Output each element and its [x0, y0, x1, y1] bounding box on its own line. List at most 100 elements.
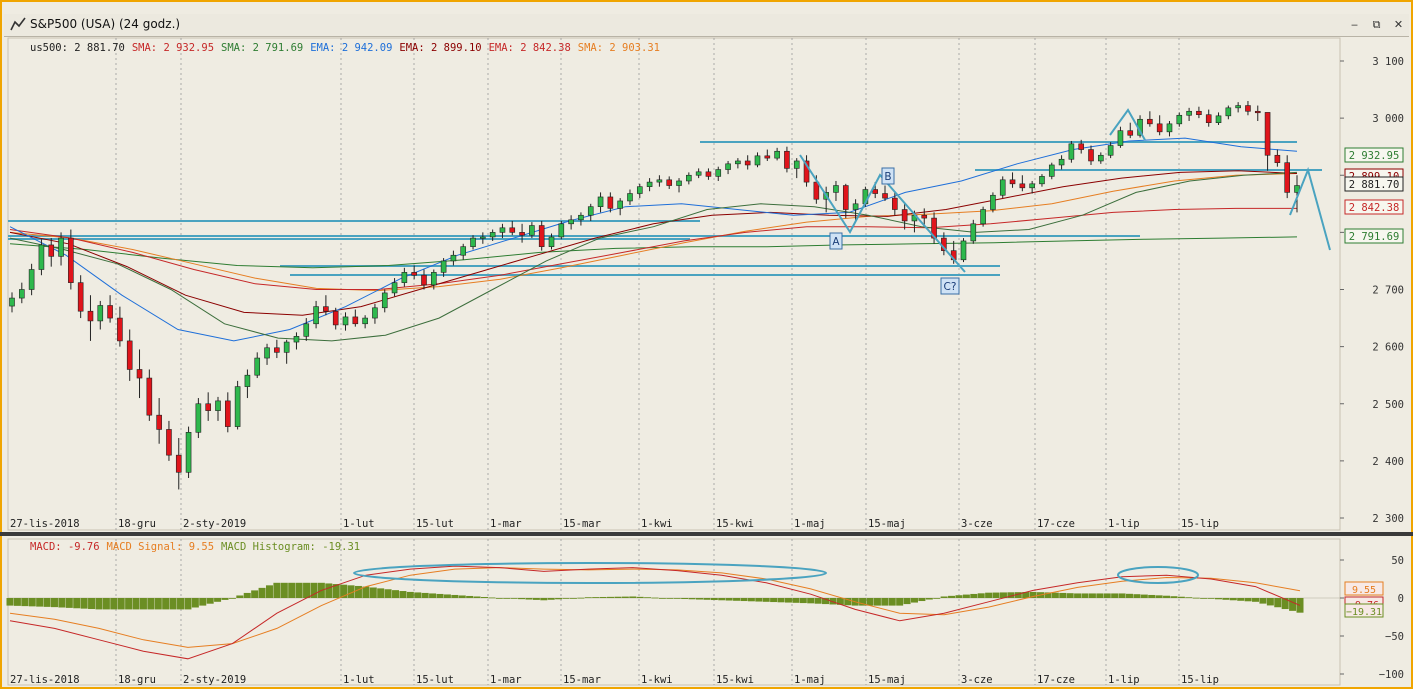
macd-histogram-bar	[1014, 592, 1022, 598]
candle-bearish	[1088, 149, 1094, 162]
sma-line	[9, 173, 1298, 292]
candle-bearish	[1245, 105, 1251, 112]
candle-bullish	[1048, 164, 1055, 177]
macd-x-tick-label: 1-maj	[794, 674, 826, 686]
main-chart-legend: us500: 2 881.70 SMA: 2 932.95 SMA: 2 791.6…	[30, 42, 667, 54]
candle-bullish	[980, 209, 986, 225]
candle-bullish	[244, 374, 251, 387]
macd-histogram-bar	[1281, 598, 1289, 610]
close-button[interactable]: ✕	[1393, 18, 1404, 31]
candle-bullish	[391, 282, 398, 294]
macd-histogram-bar	[169, 598, 177, 610]
macd-legend-item[interactable]: MACD: -9.76	[30, 541, 100, 553]
main-legend-label: SMA:	[577, 42, 610, 54]
candle-bearish	[1196, 110, 1202, 115]
macd-histogram-bar	[1051, 592, 1059, 598]
main-legend-value: 2 881.70	[74, 42, 125, 54]
macd-histogram-bar	[503, 598, 511, 599]
sma-50-line	[9, 171, 1298, 342]
macd-histogram-bar	[1289, 598, 1297, 611]
price-tag: 2 932.95	[1349, 150, 1400, 162]
macd-histogram-bar	[377, 588, 385, 598]
macd-histogram-bar	[399, 591, 407, 598]
main-legend-item[interactable]: SMA: 2 791.69	[221, 42, 303, 54]
macd-legend-item[interactable]: MACD Signal: 9.55	[107, 541, 214, 553]
macd-value-tag: 9.55	[1352, 585, 1376, 596]
candle-bullish	[234, 386, 241, 427]
main-legend-item[interactable]: us500: 2 881.70	[30, 42, 125, 54]
candle-bullish	[627, 193, 633, 202]
macd-histogram-bar	[999, 592, 1007, 598]
candle-bullish	[852, 203, 859, 210]
candle-bearish	[1127, 130, 1134, 136]
macd-histogram-bar	[288, 582, 296, 598]
macd-histogram-bar	[792, 598, 800, 603]
candle-bearish	[421, 274, 427, 286]
main-legend-item[interactable]: EMA: 2 899.10	[399, 42, 481, 54]
macd-histogram-bar	[584, 597, 592, 599]
macd-legend-item[interactable]: MACD Histogram: -19.31	[221, 541, 360, 553]
candle-bullish	[646, 181, 653, 187]
macd-histogram-bar	[354, 585, 362, 598]
candle-bullish	[999, 179, 1006, 196]
macd-histogram-bar	[65, 598, 73, 608]
candle-bearish	[1009, 179, 1016, 185]
main-legend-item[interactable]: SMA: 2 903.31	[578, 42, 660, 54]
candle-bullish	[1186, 110, 1192, 116]
main-legend-label: us500:	[30, 42, 75, 54]
macd-histogram-bar	[859, 598, 867, 606]
macd-histogram-bar	[540, 598, 548, 601]
candle-bearish	[842, 185, 849, 210]
macd-histogram-bar	[332, 584, 340, 598]
wave-drawing	[1289, 166, 1331, 251]
macd-histogram-bar	[1185, 597, 1193, 599]
candle-bearish	[175, 454, 182, 473]
candle-bearish	[1274, 154, 1281, 163]
candle-bullish	[1098, 154, 1104, 162]
macd-histogram-bar	[1259, 598, 1267, 604]
macd-x-tick-label: 15-lip	[1181, 674, 1219, 686]
macd-histogram-bar	[1252, 598, 1260, 602]
macd-histogram-bar	[940, 596, 948, 598]
macd-histogram-bar	[154, 598, 162, 610]
minimize-button[interactable]: ‒	[1351, 18, 1358, 31]
candle-bullish	[499, 227, 506, 233]
macd-histogram-bar	[58, 598, 66, 608]
candle-bullish	[342, 316, 349, 326]
macd-histogram-bar	[592, 597, 600, 598]
macd-histogram-bar	[555, 598, 563, 600]
candle-bullish	[38, 244, 45, 270]
main-legend-item[interactable]: EMA: 2 942.09	[310, 42, 392, 54]
candle-bearish	[509, 227, 516, 233]
candle-bearish	[68, 237, 74, 283]
macd-histogram-bar	[280, 582, 288, 598]
macd-histogram-bar	[703, 598, 711, 600]
macd-histogram-bar	[1177, 596, 1185, 598]
macd-histogram-bar	[258, 587, 266, 598]
macd-histogram-bar	[985, 592, 993, 598]
wave-drawing	[799, 154, 966, 273]
main-legend-item[interactable]: EMA: 2 842.38	[489, 42, 571, 54]
x-tick-label: 1-kwi	[641, 518, 673, 530]
candle-bullish	[754, 155, 761, 166]
candle-bullish	[695, 171, 702, 176]
macd-histogram-bar	[495, 598, 503, 599]
macd-x-tick-label: 15-mar	[563, 674, 601, 686]
candle-bullish	[587, 206, 594, 216]
macd-histogram-bar	[1088, 593, 1096, 598]
main-legend-item[interactable]: SMA: 2 932.95	[132, 42, 214, 54]
macd-histogram-bar	[1200, 598, 1208, 599]
macd-histogram-bar	[451, 594, 459, 598]
x-tick-label: 27-lis-2018	[10, 518, 80, 530]
macd-histogram-bar	[1222, 598, 1230, 600]
macd-histogram-bar	[436, 593, 444, 598]
macd-histogram-bar	[1214, 598, 1222, 600]
candle-bearish	[901, 209, 908, 222]
restore-button[interactable]: ⧉	[1372, 18, 1381, 31]
wave-label: B	[884, 171, 891, 183]
macd-histogram-bar	[162, 598, 170, 610]
candle-bullish	[9, 297, 15, 307]
macd-histogram-bar	[814, 598, 822, 604]
macd-histogram-bar	[569, 598, 577, 599]
